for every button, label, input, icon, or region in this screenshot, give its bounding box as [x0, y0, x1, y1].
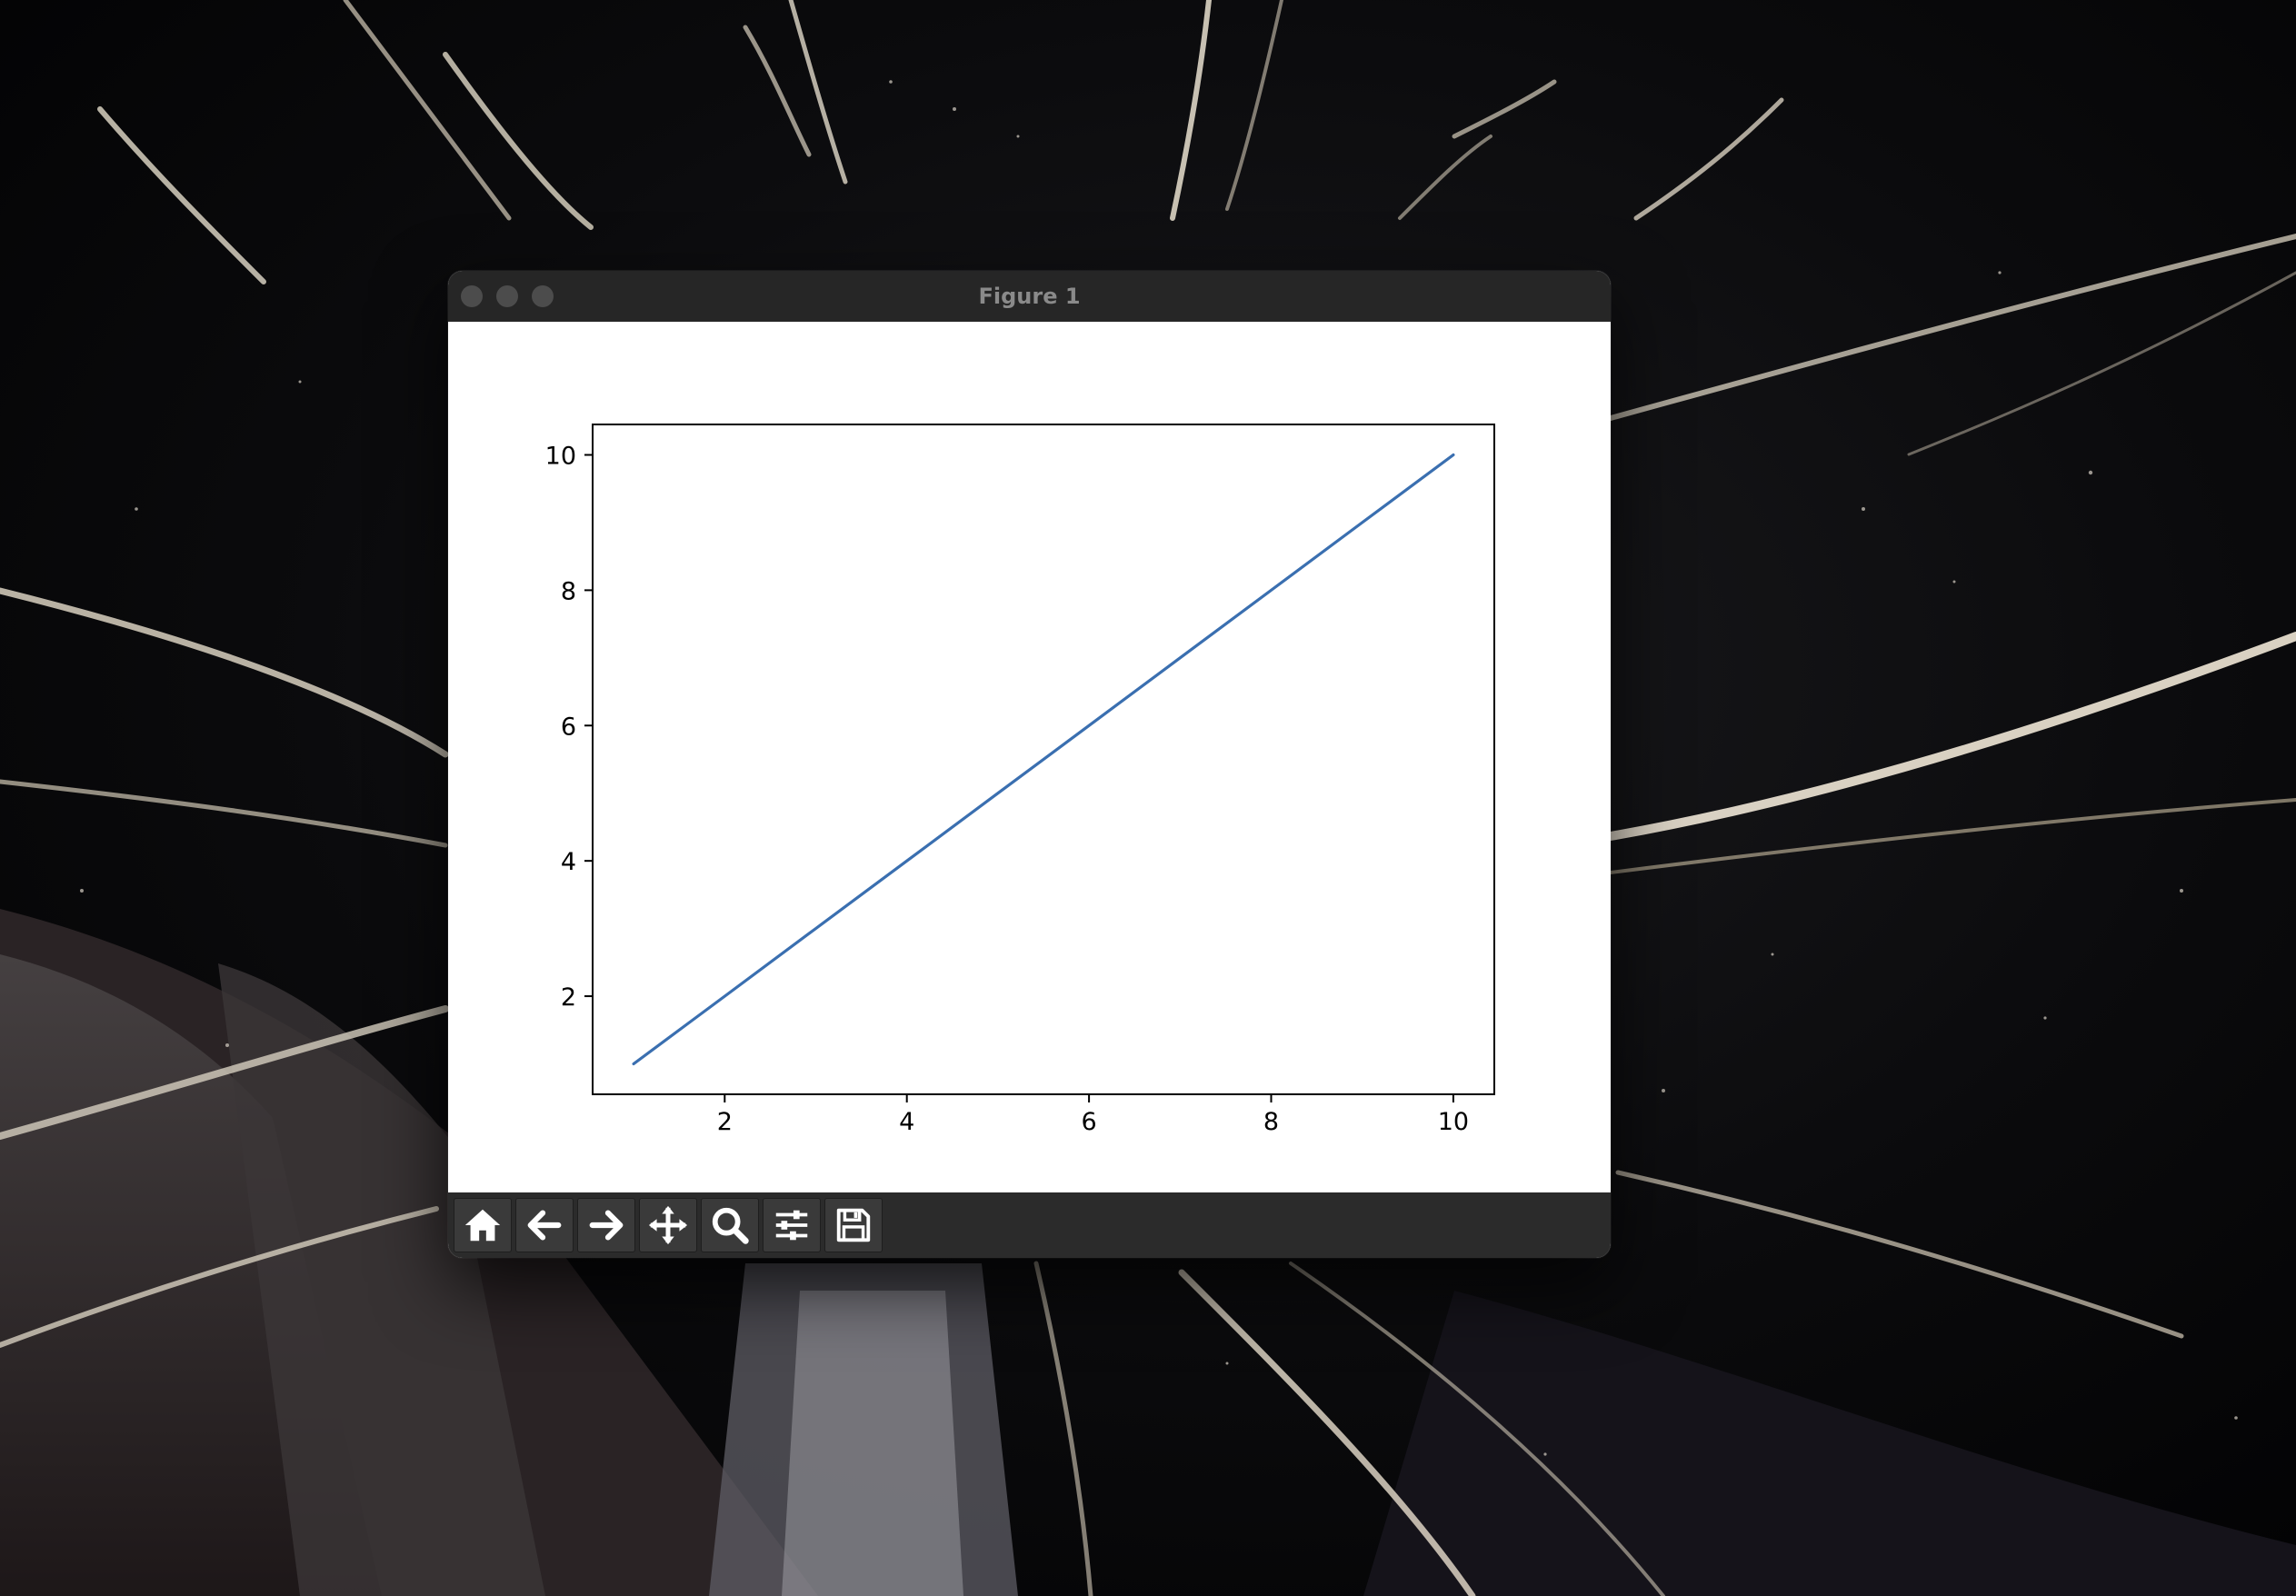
zoom-window-button[interactable] [532, 285, 554, 307]
navigation-toolbar [448, 1192, 1611, 1258]
zoom-icon [712, 1207, 749, 1244]
home-icon [464, 1209, 501, 1242]
forward-arrow-icon [589, 1210, 624, 1241]
pan-button[interactable] [639, 1198, 697, 1252]
x-tick-label: 4 [899, 1108, 914, 1136]
configure-subplots-icon [775, 1210, 808, 1241]
line-chart: 2 4 6 8 10 2 4 6 8 10 [545, 424, 1495, 1136]
x-tick-label: 8 [1263, 1108, 1279, 1136]
configure-subplots-button[interactable] [763, 1198, 821, 1252]
back-arrow-icon [527, 1210, 562, 1241]
close-window-button[interactable] [461, 285, 483, 307]
series-line-1 [632, 453, 1455, 1066]
y-tick-label: 8 [561, 577, 576, 605]
save-icon [836, 1208, 871, 1242]
home-button[interactable] [454, 1198, 512, 1252]
y-tick-label: 4 [561, 848, 576, 876]
pan-icon [648, 1205, 688, 1245]
x-tick-label: 10 [1438, 1108, 1469, 1136]
forward-button[interactable] [577, 1198, 635, 1252]
x-tick-label: 2 [717, 1108, 733, 1136]
window-title: Figure 1 [978, 284, 1081, 309]
figure-canvas[interactable]: 2 4 6 8 10 2 4 6 8 10 [448, 322, 1611, 1192]
y-tick-label: 10 [545, 443, 576, 471]
zoom-rect-button[interactable] [701, 1198, 759, 1252]
y-tick-label: 6 [561, 713, 576, 741]
y-tick-label: 2 [561, 983, 576, 1012]
window-titlebar[interactable]: Figure 1 [448, 271, 1611, 323]
x-tick-label: 6 [1082, 1108, 1097, 1136]
minimize-window-button[interactable] [496, 285, 518, 307]
figure-window: Figure 1 2 4 6 8 10 2 4 6 8 10 [448, 271, 1611, 1258]
back-button[interactable] [515, 1198, 574, 1252]
save-figure-button[interactable] [824, 1198, 883, 1252]
